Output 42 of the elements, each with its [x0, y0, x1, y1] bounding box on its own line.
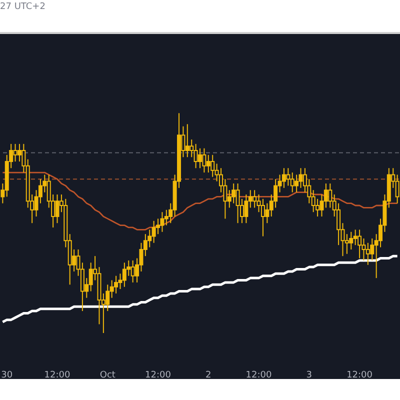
candlestick [198, 148, 202, 169]
x-tick-label: 2 [206, 370, 212, 380]
candlestick [118, 273, 122, 290]
candlestick [366, 242, 370, 266]
x-tick-label: 12:00 [145, 370, 172, 380]
candlestick [353, 229, 358, 246]
candlestick [130, 260, 135, 283]
candlestick [152, 220, 156, 244]
candlestick [194, 143, 198, 169]
candlestick [328, 183, 332, 208]
candlestick [202, 148, 206, 174]
candlestick [232, 183, 236, 204]
x-tick-label: 12:00 [44, 370, 70, 380]
candlestick [13, 143, 18, 162]
candlestick [358, 229, 362, 259]
x-tick-label: 3 [306, 370, 312, 380]
candlestick [286, 168, 290, 186]
candlestick [185, 124, 190, 158]
candlestick [206, 154, 210, 174]
candlestick [294, 174, 299, 193]
candlestick [349, 231, 354, 250]
text: 27 UTC+2 [0, 2, 46, 12]
candlestick [17, 143, 22, 162]
candlestick [282, 168, 286, 188]
candlestick [265, 202, 270, 224]
candlestick [160, 212, 164, 232]
candlestick [370, 238, 374, 261]
candlestick [236, 183, 240, 224]
x-tick-label: 12:00 [246, 370, 272, 380]
candlestick [190, 139, 194, 158]
candlestick [210, 154, 215, 178]
candlestick [244, 194, 248, 224]
candlestick [290, 172, 294, 193]
x-tick-label: 30 [1, 370, 13, 380]
candlestick [252, 190, 257, 208]
x-tick-label: Oct [100, 370, 116, 380]
candlestick [114, 275, 118, 294]
candlestick [55, 194, 60, 224]
x-tick-label: 12:00 [346, 370, 373, 380]
candlestick [260, 198, 265, 237]
candlestick [298, 168, 303, 188]
candlestick [122, 262, 126, 288]
